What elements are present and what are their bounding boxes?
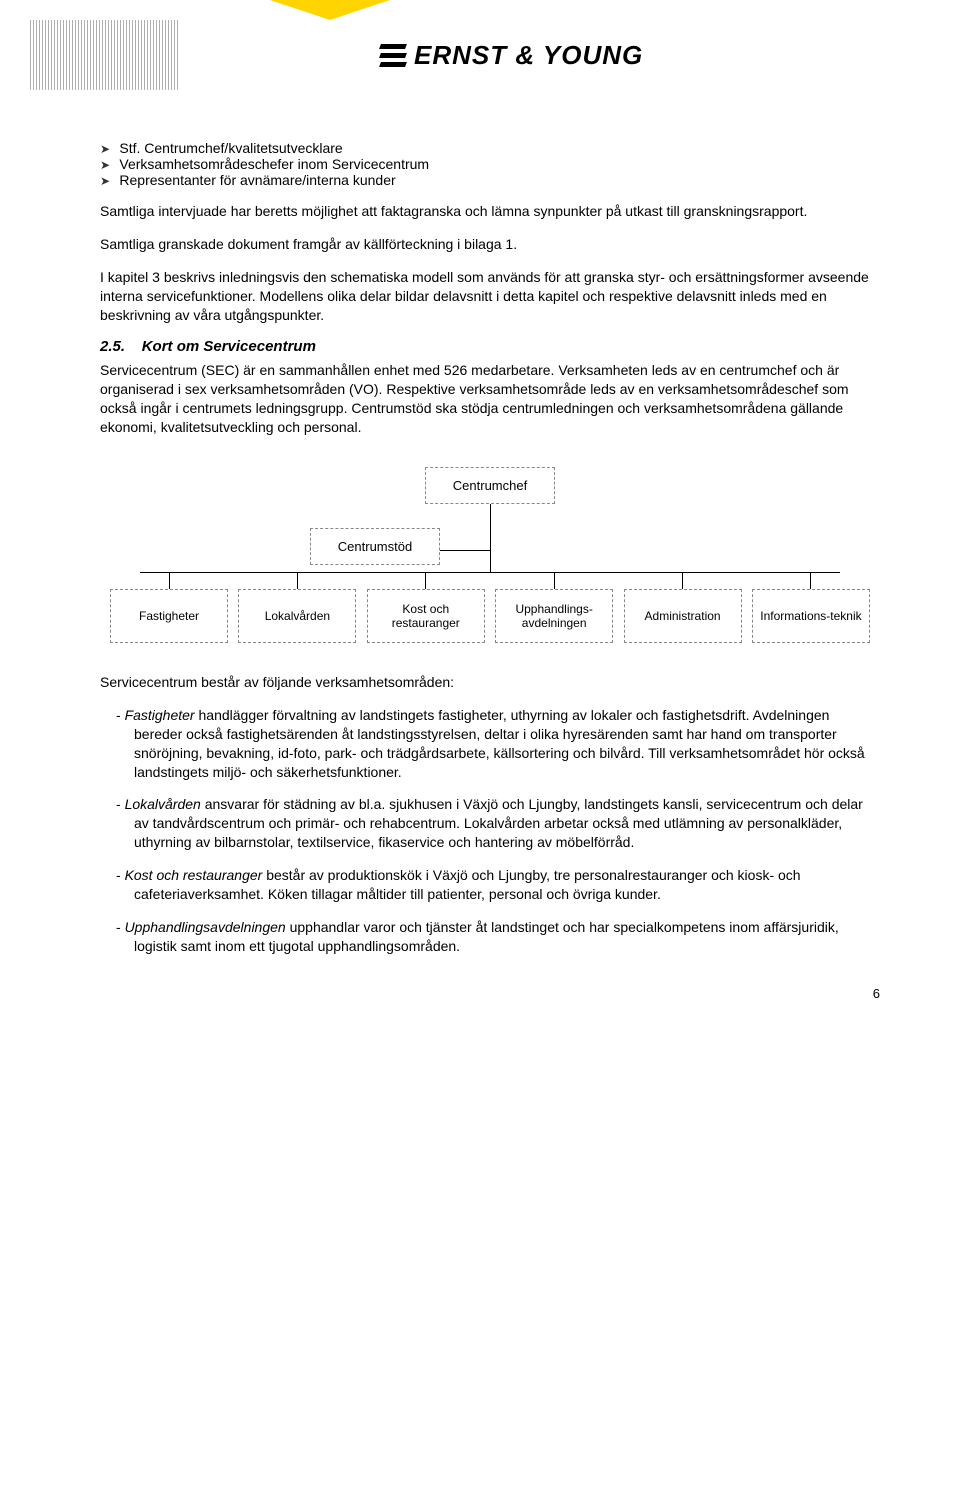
- ernst-young-logo: ERNST & YOUNG: [380, 40, 643, 71]
- list-item: Upphandlingsavdelningen upphandlar varor…: [134, 918, 880, 956]
- paragraph: Servicecentrum (SEC) är en sammanhållen …: [100, 361, 880, 437]
- areas-list: Fastigheter handlägger förvaltning av la…: [100, 706, 880, 956]
- org-mid-row: Centrumstöd: [110, 524, 870, 572]
- area-name: Fastigheter: [125, 707, 195, 723]
- org-node-fastigheter: Fastigheter: [110, 589, 228, 643]
- org-node-lokalvarden: Lokalvården: [238, 589, 356, 643]
- org-node-administration: Administration: [624, 589, 742, 643]
- area-text: handlägger förvaltning av landstingets f…: [134, 707, 865, 780]
- area-text: ansvarar för städning av bl.a. sjukhusen…: [134, 796, 863, 850]
- list-item: Lokalvården ansvarar för städning av bl.…: [134, 795, 880, 852]
- org-connector: [554, 573, 555, 589]
- area-name: Upphandlingsavdelningen: [125, 919, 286, 935]
- org-col: Administration: [624, 573, 742, 643]
- list-item: Representanter för avnämare/interna kund…: [120, 172, 880, 188]
- org-connector: [490, 550, 491, 572]
- org-leaf-row: Fastigheter Lokalvården Kost och restaur…: [110, 573, 870, 643]
- section-heading: 2.5. Kort om Servicecentrum: [100, 338, 880, 355]
- org-node-informationsteknik: Informations-teknik: [752, 589, 870, 643]
- org-connector: [297, 573, 298, 589]
- org-node-kost: Kost och restauranger: [367, 589, 485, 643]
- area-name: Lokalvården: [125, 796, 201, 812]
- header-decor-bars: [30, 20, 210, 90]
- org-col: Kost och restauranger: [367, 573, 485, 643]
- document-body: Stf. Centrumchef/kvalitetsutvecklare Ver…: [100, 140, 880, 1001]
- header-accent-triangle: [270, 0, 390, 20]
- page-number: 6: [100, 986, 880, 1001]
- paragraph: I kapitel 3 beskrivs inledningsvis den s…: [100, 268, 880, 325]
- interview-list: Stf. Centrumchef/kvalitetsutvecklare Ver…: [100, 140, 880, 188]
- org-node-centrumchef: Centrumchef: [425, 467, 555, 504]
- document-page: ERNST & YOUNG Stf. Centrumchef/kvalitets…: [0, 0, 960, 1041]
- org-connector: [682, 573, 683, 589]
- area-name: Kost och restauranger: [125, 867, 263, 883]
- org-node-upphandling: Upphandlings-avdelningen: [495, 589, 613, 643]
- paragraph: Servicecentrum består av följande verksa…: [100, 673, 880, 692]
- org-connector: [425, 573, 426, 589]
- org-connector: [490, 524, 491, 550]
- logo-mark-icon: [380, 44, 406, 71]
- org-connector: [490, 504, 491, 524]
- org-connector-hbar: [140, 572, 840, 573]
- logo-text: ERNST & YOUNG: [414, 40, 643, 70]
- org-col: Informations-teknik: [752, 573, 870, 643]
- list-item: Verksamhetsområdeschefer inom Servicecen…: [120, 156, 880, 172]
- org-chart: Centrumchef Centrumstöd Fastigheter Loka…: [110, 467, 870, 643]
- org-node-centrumstod: Centrumstöd: [310, 528, 440, 565]
- list-item: Stf. Centrumchef/kvalitetsutvecklare: [120, 140, 880, 156]
- org-col: Lokalvården: [238, 573, 356, 643]
- paragraph: Samtliga granskade dokument framgår av k…: [100, 235, 880, 254]
- org-col: Upphandlings-avdelningen: [495, 573, 613, 643]
- org-col: Fastigheter: [110, 573, 228, 643]
- list-item: Fastigheter handlägger förvaltning av la…: [134, 706, 880, 782]
- list-item: Kost och restauranger består av produkti…: [134, 866, 880, 904]
- paragraph: Samtliga intervjuade har beretts möjligh…: [100, 202, 880, 221]
- org-connector: [810, 573, 811, 589]
- section-number: 2.5.: [100, 338, 125, 355]
- org-connector: [169, 573, 170, 589]
- org-connector: [440, 550, 490, 551]
- section-title: Kort om Servicecentrum: [142, 338, 316, 355]
